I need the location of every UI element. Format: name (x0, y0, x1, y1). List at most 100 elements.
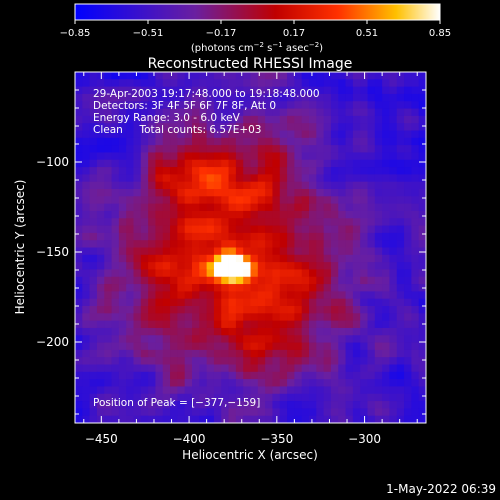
image-pixel (389, 415, 398, 424)
image-pixel (89, 327, 98, 336)
image-pixel (257, 181, 266, 190)
image-pixel (279, 313, 288, 322)
image-pixel (206, 130, 215, 139)
image-pixel (309, 335, 317, 343)
image-pixel (345, 225, 354, 234)
image-pixel (82, 181, 91, 190)
image-pixel (367, 93, 376, 102)
image-pixel (404, 269, 412, 278)
image-pixel (287, 210, 295, 219)
image-pixel (352, 145, 361, 153)
image-pixel (75, 101, 83, 109)
image-pixel (104, 349, 112, 358)
image-pixel (82, 189, 91, 197)
image-pixel (162, 262, 171, 270)
image-pixel (199, 364, 208, 373)
image-pixel (89, 342, 98, 351)
image-pixel (75, 108, 83, 117)
image-pixel (250, 123, 259, 131)
image-pixel (243, 130, 251, 139)
image-pixel (382, 152, 390, 161)
image-pixel (96, 327, 105, 336)
image-pixel (316, 298, 325, 307)
image-pixel (323, 254, 332, 263)
image-pixel (89, 225, 98, 234)
image-pixel (148, 408, 156, 417)
image-pixel (323, 152, 332, 161)
image-pixel (111, 284, 120, 292)
image-pixel (411, 386, 420, 395)
image-pixel (118, 210, 127, 219)
image-pixel (162, 130, 171, 139)
image-pixel (411, 284, 420, 292)
image-pixel (265, 101, 273, 109)
image-pixel (111, 254, 120, 263)
image-pixel (199, 401, 208, 409)
image-pixel (404, 342, 412, 351)
image-pixel (367, 276, 376, 285)
image-pixel (82, 210, 91, 219)
image-pixel (287, 371, 295, 380)
image-pixel (96, 210, 105, 219)
image-pixel (126, 86, 134, 95)
image-pixel (213, 210, 222, 219)
image-pixel (265, 115, 273, 124)
image-pixel (279, 408, 288, 417)
image-pixel (257, 327, 266, 336)
image-pixel (162, 72, 171, 80)
image-pixel (265, 137, 273, 146)
image-pixel (265, 393, 273, 402)
image-pixel (118, 181, 127, 190)
image-pixel (89, 306, 98, 314)
image-pixel (309, 159, 317, 168)
image-pixel (396, 101, 405, 109)
image-pixel (404, 371, 412, 380)
image-pixel (404, 284, 412, 292)
image-pixel (155, 108, 164, 117)
image-pixel (184, 79, 193, 88)
image-pixel (360, 232, 368, 241)
image-pixel (287, 291, 295, 300)
image-pixel (140, 152, 149, 161)
image-pixel (330, 152, 339, 161)
image-pixel (184, 254, 193, 263)
image-pixel (228, 284, 237, 292)
image-pixel (228, 357, 237, 365)
image-pixel (118, 93, 127, 102)
image-pixel (404, 386, 412, 395)
image-pixel (338, 335, 346, 343)
image-pixel (126, 196, 134, 205)
image-pixel (352, 276, 361, 285)
image-pixel (294, 159, 303, 168)
image-pixel (192, 371, 200, 380)
image-pixel (272, 379, 281, 387)
image-pixel (75, 386, 83, 395)
image-pixel (162, 79, 171, 88)
image-pixel (155, 291, 164, 300)
image-pixel (294, 86, 303, 95)
image-pixel (294, 232, 303, 241)
image-pixel (418, 210, 427, 219)
image-pixel (243, 291, 251, 300)
image-pixel (316, 159, 325, 168)
image-pixel (82, 145, 91, 153)
image-pixel (338, 86, 346, 95)
image-pixel (96, 232, 105, 241)
image-pixel (250, 115, 259, 124)
image-pixel (192, 254, 200, 263)
image-pixel (243, 349, 251, 358)
image-pixel (206, 379, 215, 387)
image-pixel (170, 210, 178, 219)
image-pixel (316, 371, 325, 380)
image-pixel (345, 306, 354, 314)
image-pixel (133, 189, 142, 197)
image-pixel (294, 415, 303, 424)
image-pixel (221, 415, 229, 424)
image-pixel (382, 137, 390, 146)
image-pixel (155, 284, 164, 292)
image-pixel (301, 232, 310, 241)
image-pixel (418, 174, 427, 183)
image-pixel (177, 72, 186, 80)
image-pixel (382, 298, 390, 307)
image-pixel (96, 284, 105, 292)
